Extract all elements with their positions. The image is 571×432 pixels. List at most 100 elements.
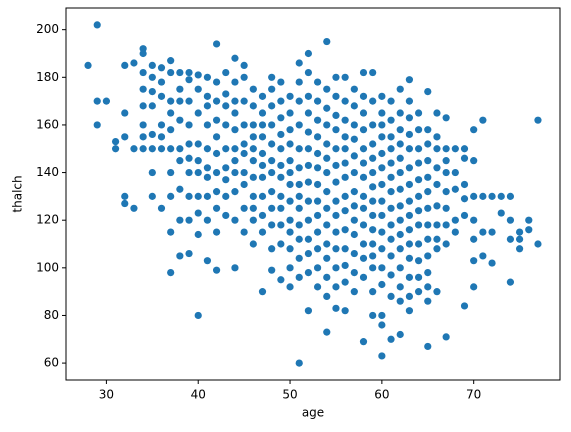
data-point <box>350 85 358 93</box>
data-point <box>332 161 340 170</box>
data-point <box>313 180 322 189</box>
y-tick-label: 100 <box>36 260 59 274</box>
data-point <box>405 307 414 315</box>
data-point <box>369 264 377 272</box>
data-point <box>396 109 404 117</box>
data-point <box>369 97 377 105</box>
data-point <box>286 168 294 177</box>
data-point <box>157 145 166 153</box>
data-point <box>295 204 303 212</box>
data-point <box>313 211 322 220</box>
data-point <box>433 180 441 189</box>
data-point <box>212 116 221 124</box>
data-point <box>277 240 285 248</box>
data-point <box>277 161 285 170</box>
data-point <box>405 197 414 205</box>
data-point <box>405 164 414 172</box>
data-point <box>268 157 276 165</box>
data-point <box>359 221 368 229</box>
data-point <box>185 249 193 258</box>
data-point <box>460 211 469 220</box>
data-point <box>194 209 202 217</box>
data-point <box>102 97 111 105</box>
data-point <box>268 204 276 212</box>
data-point <box>286 126 294 134</box>
data-point <box>378 352 386 360</box>
data-point <box>295 235 303 243</box>
data-point <box>212 97 221 105</box>
data-point <box>350 168 358 177</box>
data-point <box>313 149 322 158</box>
data-point <box>369 226 377 234</box>
data-point <box>148 130 156 139</box>
data-point <box>268 73 276 81</box>
data-point <box>111 145 120 153</box>
x-tick-label: 30 <box>99 388 114 402</box>
data-point <box>295 164 303 172</box>
data-point <box>387 116 395 124</box>
data-point <box>359 338 368 346</box>
data-point <box>121 61 129 69</box>
data-point <box>130 145 138 153</box>
data-point <box>176 68 184 77</box>
data-point <box>212 204 221 212</box>
data-point <box>304 92 313 100</box>
data-point <box>350 152 358 160</box>
data-point <box>286 264 294 272</box>
data-point <box>212 149 221 158</box>
data-point <box>203 121 212 129</box>
data-point <box>258 92 267 100</box>
data-point <box>222 164 230 172</box>
data-point <box>414 176 423 184</box>
data-point <box>304 178 313 186</box>
data-point <box>323 240 331 248</box>
data-point <box>451 216 459 224</box>
data-point <box>240 73 248 81</box>
data-point <box>295 254 303 262</box>
data-point <box>460 302 469 310</box>
data-point <box>387 133 395 141</box>
data-point <box>470 126 478 134</box>
data-point <box>405 114 414 122</box>
data-point <box>396 264 404 272</box>
data-point <box>286 216 294 224</box>
data-point <box>323 121 331 129</box>
data-point <box>341 207 349 215</box>
data-point <box>157 78 166 86</box>
x-tick-label: 40 <box>191 388 206 402</box>
data-point <box>470 157 478 165</box>
data-point <box>350 188 358 196</box>
data-point <box>240 97 248 105</box>
data-point <box>414 240 423 248</box>
data-point <box>332 178 340 186</box>
data-point <box>405 211 414 220</box>
data-point <box>424 297 432 305</box>
data-point <box>121 133 129 141</box>
data-point <box>139 145 147 153</box>
data-point <box>424 140 432 148</box>
data-point <box>222 102 230 110</box>
data-point <box>387 271 395 279</box>
data-point <box>497 209 505 217</box>
data-point <box>369 288 377 296</box>
data-point <box>341 226 349 234</box>
y-tick-label: 120 <box>36 213 59 227</box>
data-point <box>121 109 129 117</box>
data-point <box>488 192 496 200</box>
data-point <box>433 245 441 253</box>
data-point <box>341 145 349 153</box>
y-tick-label: 160 <box>36 117 59 131</box>
data-point <box>451 168 459 177</box>
data-point <box>369 183 377 191</box>
data-point <box>139 133 147 141</box>
data-point <box>231 54 239 62</box>
data-point <box>203 173 212 181</box>
data-point <box>222 211 230 220</box>
data-point <box>268 102 276 110</box>
data-point <box>295 359 303 367</box>
data-point <box>396 202 404 210</box>
data-point <box>332 264 340 272</box>
data-point <box>222 121 230 129</box>
data-point <box>176 185 184 193</box>
data-point <box>203 216 212 224</box>
